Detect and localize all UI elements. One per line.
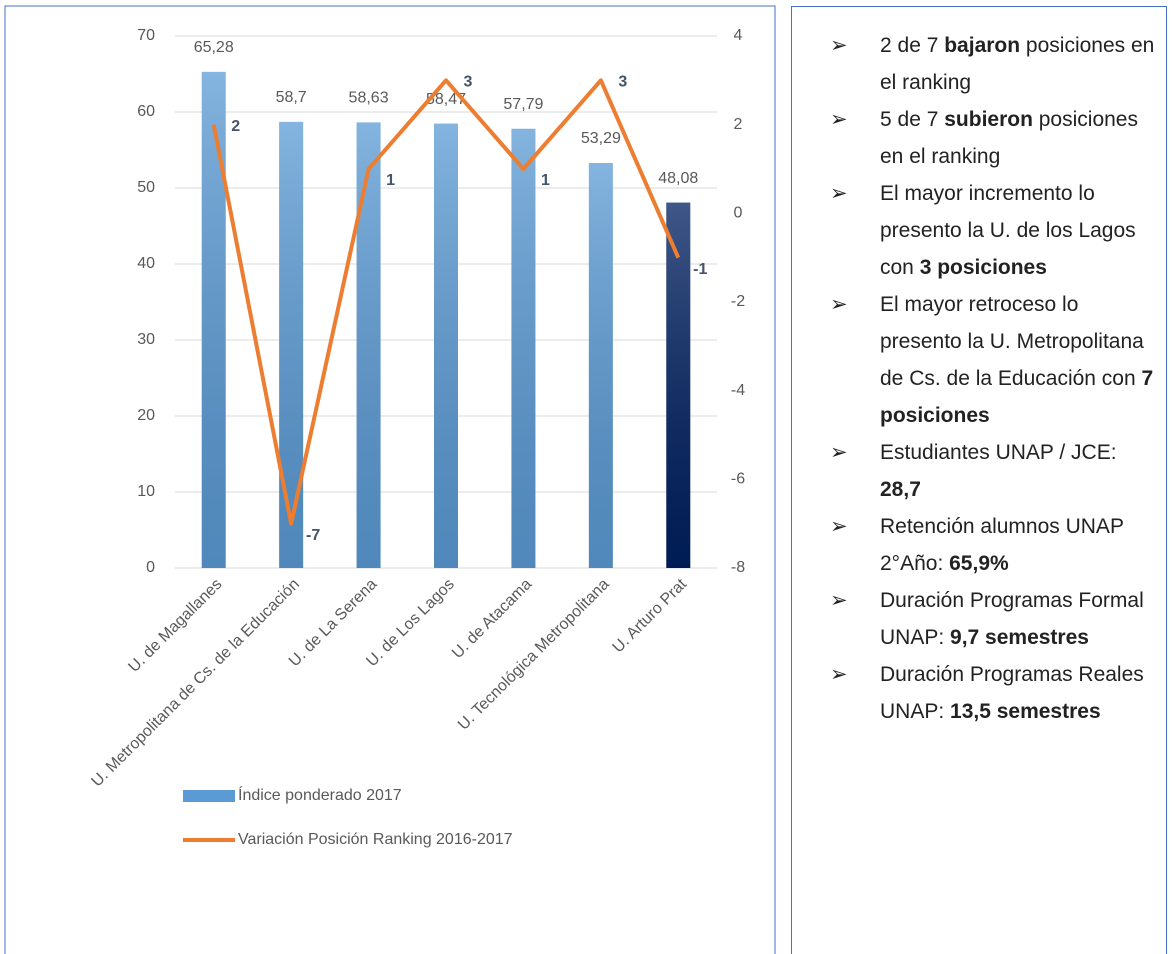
bar-value-label: 57,79 bbox=[503, 96, 543, 113]
note-text: El mayor retroceso lo presento la U. Met… bbox=[880, 293, 1144, 390]
legend-label: Variación Posición Ranking 2016-2017 bbox=[238, 831, 513, 848]
note-text: 28,7 bbox=[880, 478, 921, 501]
note-text: 2 de 7 bbox=[880, 34, 945, 57]
bar-value-label: 48,08 bbox=[658, 170, 698, 187]
y2-tick-label: -8 bbox=[731, 559, 745, 576]
note: El mayor incremento lo presento la U. de… bbox=[792, 175, 1160, 286]
y2-tick-label: 0 bbox=[734, 205, 743, 222]
notes-list: 2 de 7 bajaron posiciones en el ranking5… bbox=[792, 27, 1160, 730]
line-value-label: -7 bbox=[306, 527, 320, 544]
note: 2 de 7 bajaron posiciones en el ranking bbox=[792, 27, 1160, 101]
bar-shade bbox=[201, 71, 226, 568]
y-tick-label: 70 bbox=[137, 27, 155, 44]
bar-value-label: 65,28 bbox=[194, 39, 234, 56]
note: Duración Programas Reales UNAP: 13,5 sem… bbox=[792, 656, 1160, 730]
y2-tick-label: 2 bbox=[734, 116, 743, 133]
note-text: Retención alumnos UNAP 2°Año: bbox=[880, 515, 1124, 575]
line-value-label: 3 bbox=[618, 74, 627, 91]
note-text: El mayor incremento lo presento la U. de… bbox=[880, 182, 1136, 279]
x-tick-label: U. Tecnológica Metropolitana bbox=[455, 576, 613, 734]
note-text: bajaron bbox=[944, 34, 1021, 57]
note: El mayor retroceso lo presento la U. Met… bbox=[792, 286, 1160, 434]
line bbox=[211, 78, 681, 526]
note-text: 7 posiciones bbox=[880, 367, 1154, 427]
note-text: Duración Programas Reales UNAP: bbox=[880, 663, 1144, 723]
y2-tick-label: -4 bbox=[731, 382, 745, 399]
note-text: 3 posiciones bbox=[919, 256, 1047, 279]
note: 5 de 7 subieron posiciones en el ranking bbox=[792, 101, 1160, 175]
y2-tick-label: 4 bbox=[734, 27, 743, 44]
y-tick-label: 30 bbox=[137, 331, 155, 348]
notes-box: 2 de 7 bajaron posiciones en el ranking5… bbox=[791, 6, 1167, 954]
y-tick-label: 20 bbox=[137, 407, 155, 424]
x-tick-label: U. de Atacama bbox=[449, 576, 535, 662]
note-text: Duración Programas Formal UNAP: bbox=[880, 589, 1144, 649]
bar-shade bbox=[511, 128, 536, 568]
bar-shade bbox=[434, 123, 458, 569]
bar-shade bbox=[356, 122, 381, 569]
line-value-label: 3 bbox=[464, 74, 473, 91]
note-text: subieron bbox=[944, 108, 1033, 131]
note-text: Estudiantes UNAP / JCE: bbox=[880, 441, 1117, 464]
y-tick-label: 10 bbox=[137, 483, 155, 500]
bar-value-label: 58,63 bbox=[349, 90, 389, 107]
x-tick-label: U. Arturo Prat bbox=[610, 575, 691, 656]
note: Estudiantes UNAP / JCE: 28,7 bbox=[792, 434, 1160, 508]
note-text: 5 de 7 bbox=[880, 108, 945, 131]
chart-border bbox=[4, 5, 776, 954]
legend-swatch bbox=[183, 790, 235, 802]
line-value-label: 1 bbox=[386, 172, 395, 189]
y-tick-label: 50 bbox=[137, 179, 155, 196]
note-text: 13,5 semestres bbox=[950, 700, 1101, 723]
bar-value-label: 58,7 bbox=[276, 89, 307, 106]
y-tick-label: 60 bbox=[137, 103, 155, 120]
bar-value-label: 53,29 bbox=[581, 130, 621, 147]
y2-tick-label: -2 bbox=[731, 293, 745, 310]
line-value-label: -1 bbox=[693, 261, 707, 278]
note-text: 65,9% bbox=[949, 552, 1009, 575]
legend-label: Índice ponderado 2017 bbox=[238, 785, 402, 804]
y-tick-label: 0 bbox=[146, 559, 155, 576]
y2-tick-label: -6 bbox=[731, 471, 745, 488]
line-value-label: 2 bbox=[231, 118, 240, 135]
line-value-label: 1 bbox=[541, 172, 550, 189]
note-text: 9,7 semestres bbox=[950, 626, 1089, 649]
bar-shade bbox=[588, 162, 613, 568]
note: Duración Programas Formal UNAP: 9,7 seme… bbox=[792, 582, 1160, 656]
y-tick-label: 40 bbox=[137, 255, 155, 272]
bar-shade bbox=[666, 202, 691, 569]
bar-value-label: 58,47 bbox=[426, 91, 466, 108]
bar-shade bbox=[279, 121, 304, 568]
note-text: posiciones en el ranking bbox=[880, 34, 1155, 94]
note: Retención alumnos UNAP 2°Año: 65,9% bbox=[792, 508, 1160, 582]
note-text: posiciones en el ranking bbox=[880, 108, 1138, 168]
